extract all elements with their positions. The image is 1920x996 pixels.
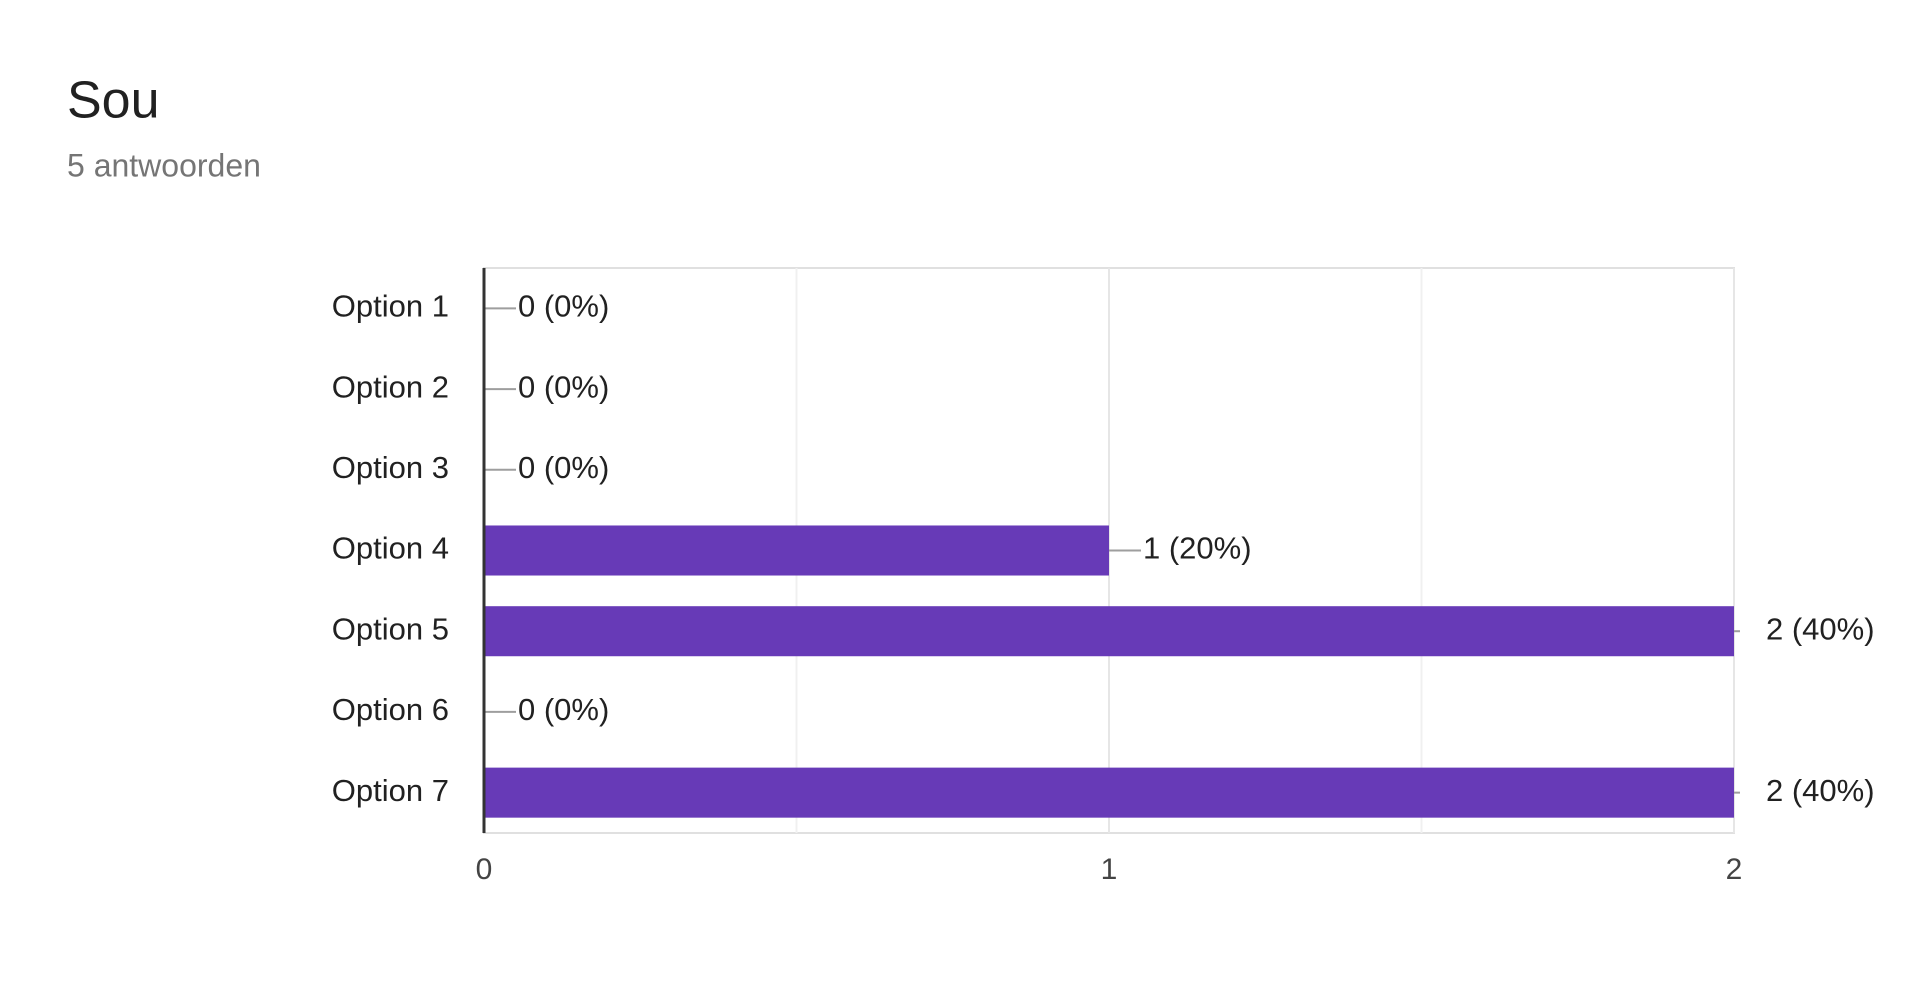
y-tick-label: Option 4 xyxy=(332,531,449,566)
y-tick-label: Option 6 xyxy=(332,692,449,727)
y-tick-label: Option 5 xyxy=(332,611,449,646)
y-tick-label: Option 7 xyxy=(332,773,449,808)
value-label: 0 (0%) xyxy=(518,450,609,485)
value-label: 0 (0%) xyxy=(518,692,609,727)
value-label: 2 (40%) xyxy=(1766,773,1875,808)
bar xyxy=(484,767,1734,818)
value-label: 1 (20%) xyxy=(1143,531,1252,566)
bar xyxy=(484,606,1734,657)
value-label: 2 (40%) xyxy=(1766,611,1875,646)
chart-subtitle: 5 antwoorden xyxy=(67,147,261,183)
chart-title: Sou xyxy=(67,72,160,130)
value-label: 0 (0%) xyxy=(518,289,609,324)
y-tick-label: Option 1 xyxy=(332,289,449,324)
bar xyxy=(484,525,1109,576)
value-label: 0 (0%) xyxy=(518,369,609,404)
x-tick-label: 2 xyxy=(1726,853,1743,886)
x-tick-label: 1 xyxy=(1101,853,1118,886)
y-tick-label: Option 2 xyxy=(332,369,449,404)
x-tick-label: 0 xyxy=(476,853,493,886)
y-tick-label: Option 3 xyxy=(332,450,449,485)
